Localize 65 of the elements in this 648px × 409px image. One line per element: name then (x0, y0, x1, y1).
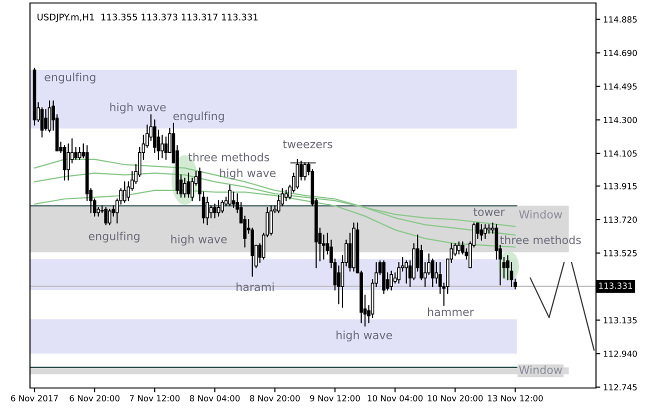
candlestick (480, 224, 484, 241)
band-label: Window (519, 365, 562, 374)
annotation: high wave (220, 168, 276, 180)
x-tick-label: 9 Nov 12:00 (310, 395, 360, 402)
candlestick (104, 206, 108, 226)
y-tick-label: 114.885 (604, 16, 637, 23)
annotation: engulfing (173, 112, 224, 122)
annotation: hammer (428, 308, 474, 316)
candlestick (220, 200, 224, 214)
candlestick (48, 100, 52, 132)
x-tick-label: 13 Nov 12:00 (488, 395, 543, 402)
candlestick (122, 181, 126, 203)
y-tick-label: 114.300 (604, 116, 637, 124)
annotation: high wave (171, 234, 227, 246)
annotation: high wave (110, 102, 166, 114)
candlestick (296, 158, 300, 190)
y-tick-label: 112.940 (604, 350, 637, 357)
x-tick-label: 6 Nov 2017 (11, 395, 58, 402)
candlestick (74, 146, 78, 160)
y-tick-label: 113.915 (604, 183, 637, 190)
candlestick (390, 270, 393, 291)
candlestick (62, 145, 66, 181)
candlestick (78, 146, 82, 160)
annotation: tower (473, 208, 505, 216)
y-tick-label: 114.495 (604, 83, 637, 90)
candlestick (303, 162, 307, 181)
x-tick-label: 10 Nov 20:00 (428, 395, 483, 402)
candlestick (183, 178, 186, 198)
y-tick-label: 112.745 (604, 384, 637, 390)
candlestick (206, 196, 209, 226)
candlestick (216, 200, 220, 217)
y-tick-label: 113.135 (604, 317, 637, 324)
annotation: high wave (336, 330, 392, 342)
annotation: harami (236, 282, 274, 292)
annotation: engulfing (44, 72, 96, 84)
annotation: engulfing (88, 232, 140, 242)
x-tick-label: 10 Nov 04:00 (368, 395, 423, 402)
candlestick (164, 136, 168, 160)
candlestick (228, 184, 232, 206)
text: USDJPY.m,H1 113.355 113.373 113.317 113.331 (38, 14, 258, 22)
candlestick (484, 224, 487, 240)
candlestick (269, 205, 273, 236)
candlestick (232, 192, 236, 208)
candlestick (284, 190, 288, 202)
y-tick-label: 113.525 (604, 250, 637, 256)
x-tick-label: 8 Nov 20:00 (250, 395, 300, 402)
candlestick (213, 204, 216, 218)
band-label: Window (519, 210, 562, 219)
annotation: tweezers (282, 140, 332, 148)
candlestick (404, 260, 408, 284)
annotation: three methods (188, 152, 270, 162)
candlestick (457, 241, 461, 254)
x-tick-label: 7 Nov 12:00 (130, 395, 180, 402)
y-tick-label: 114.105 (604, 150, 637, 157)
ref-line-label: 113.331 (599, 282, 632, 289)
candlestick (156, 130, 160, 160)
y-tick-label: 113.720 (604, 216, 637, 223)
annotation: three methods (500, 236, 581, 244)
x-tick-label: 8 Nov 04:00 (190, 395, 240, 402)
candlestick (44, 109, 48, 131)
x-tick-label: 6 Nov 20:00 (70, 395, 120, 402)
candlestick (160, 134, 164, 158)
y-tick-label: 114.690 (604, 50, 637, 56)
candlestick (209, 205, 213, 218)
candlestick (108, 208, 112, 226)
